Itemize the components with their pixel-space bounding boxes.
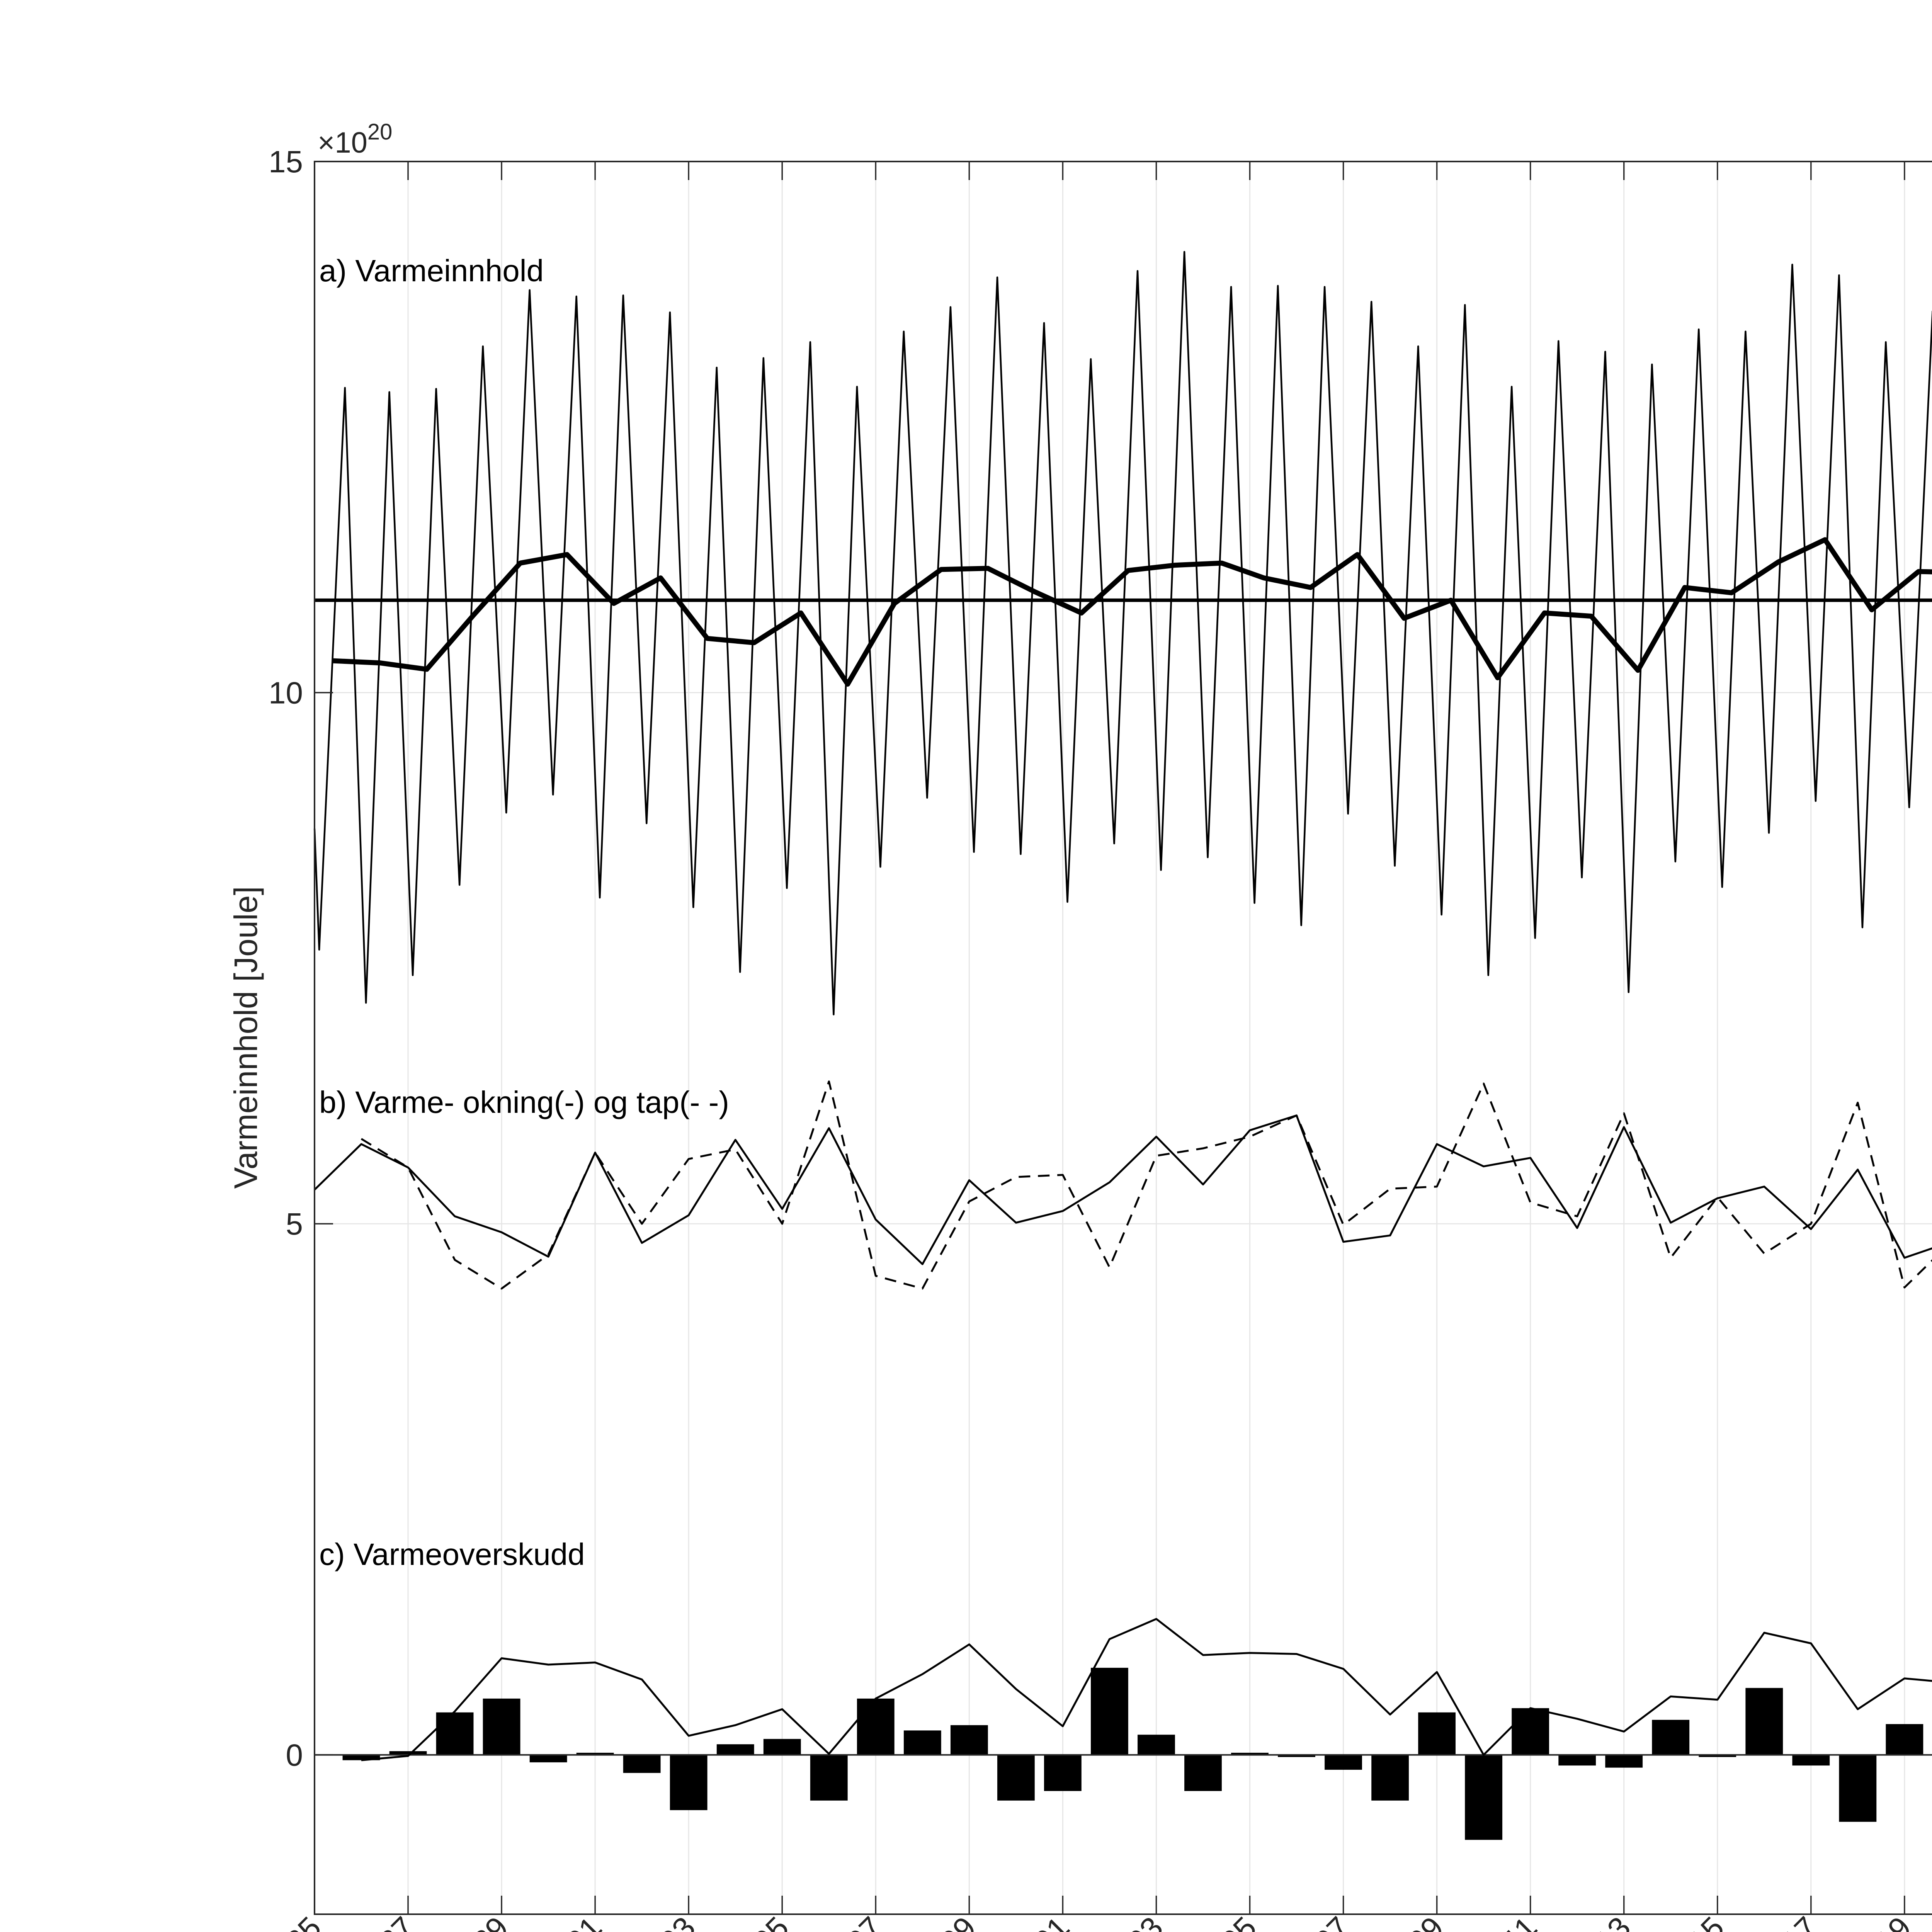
surplus-bar xyxy=(1231,1753,1269,1755)
surplus-bar xyxy=(1184,1755,1222,1791)
surplus-bar xyxy=(1278,1755,1315,1757)
annual-mean-line xyxy=(333,537,1932,687)
surplus-bar xyxy=(1792,1755,1830,1766)
surplus-bar xyxy=(716,1744,754,1755)
surplus-bar xyxy=(903,1730,941,1755)
plot-area xyxy=(313,251,1932,1840)
surplus-bar xyxy=(1512,1708,1549,1755)
y-exponent-label: ×1020 xyxy=(318,119,392,159)
surplus-bar xyxy=(857,1698,895,1755)
surplus-bar xyxy=(1138,1735,1175,1755)
surplus-bar xyxy=(436,1712,474,1755)
panel-a-heat-content xyxy=(313,251,1932,1015)
surplus-bar xyxy=(950,1725,988,1755)
surplus-bar xyxy=(1652,1719,1690,1755)
surplus-bar xyxy=(1605,1755,1643,1768)
y-tick-label: 10 xyxy=(269,676,303,710)
surplus-bar xyxy=(1091,1668,1128,1755)
surplus-bar xyxy=(1418,1712,1456,1755)
surplus-bar xyxy=(1839,1755,1877,1822)
surplus-bar xyxy=(670,1755,707,1810)
panel-c-heat-surplus xyxy=(315,1618,1932,1840)
panel-b-label: b) Varme- okning(-) og tap(- -) xyxy=(319,1085,729,1119)
surplus-bar xyxy=(810,1755,848,1801)
surplus-bar xyxy=(576,1753,614,1755)
surplus-bar xyxy=(529,1755,567,1762)
panel-c-label: c) Varmeoverskudd xyxy=(319,1537,585,1571)
axis-ticks xyxy=(314,161,1905,1914)
y-axis-label: Varmeinnhold [Joule] xyxy=(228,886,264,1189)
surplus-bar xyxy=(483,1698,520,1755)
panel-b-heat-gain-loss xyxy=(314,1080,1932,1290)
surplus-bar xyxy=(1558,1755,1596,1766)
panel-a-label: a) Varmeinnhold xyxy=(319,253,544,288)
surplus-bar xyxy=(1325,1755,1362,1770)
y-tick-label: 0 xyxy=(286,1738,303,1772)
y-tick-label: 15 xyxy=(269,145,303,179)
surplus-bar xyxy=(1044,1755,1082,1791)
surplus-bar xyxy=(1699,1755,1736,1757)
surplus-bar xyxy=(1886,1724,1923,1755)
surplus-bar xyxy=(1745,1688,1783,1755)
y-axis-tick-labels: 0 5 10 15 xyxy=(269,145,303,1772)
surplus-bar xyxy=(389,1751,427,1755)
surplus-bar xyxy=(997,1755,1035,1801)
surplus-bar xyxy=(1371,1755,1409,1801)
cumulative-surplus-line xyxy=(361,1618,1932,1761)
surplus-bar xyxy=(623,1755,661,1773)
surplus-bar xyxy=(763,1739,801,1755)
y-tick-label: 5 xyxy=(286,1207,303,1241)
surplus-bar xyxy=(1465,1755,1503,1840)
seasonal-heat-content-line xyxy=(313,251,1932,1015)
heat-gain-solid-line xyxy=(314,1114,1932,1265)
